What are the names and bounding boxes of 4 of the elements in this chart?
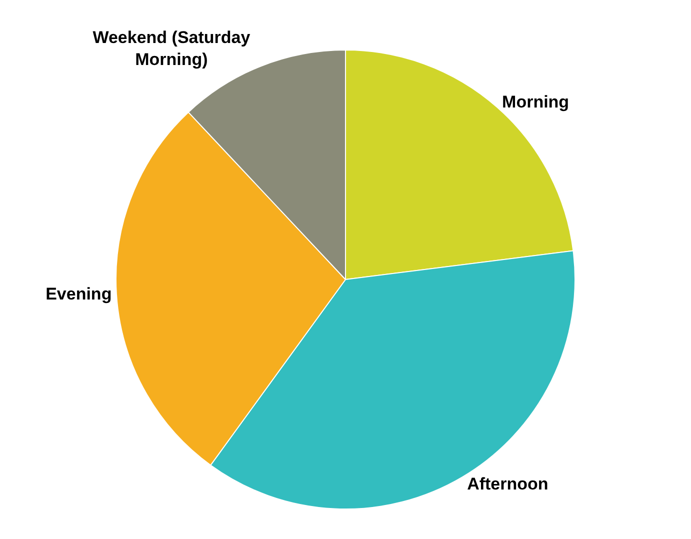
slice-label: Afternoon	[467, 474, 548, 494]
slice-label: Morning	[502, 92, 570, 112]
slice-label: Evening	[46, 284, 112, 304]
slice-label: Weekend (Saturday Morning)	[92, 28, 251, 69]
